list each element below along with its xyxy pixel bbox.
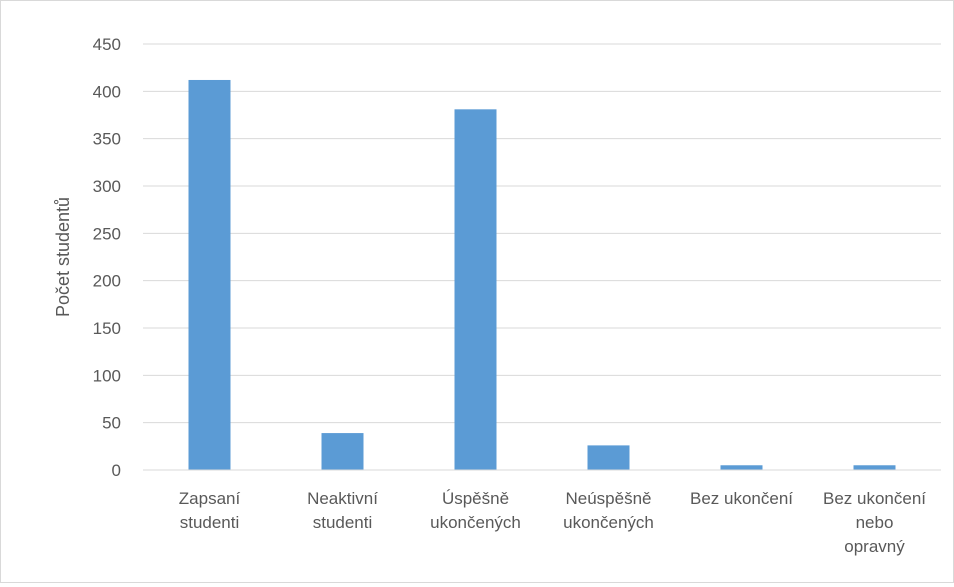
y-tick-label: 400 <box>93 82 121 101</box>
x-tick-label: Zapsaní studenti <box>179 489 241 532</box>
x-axis-tick-labels: Zapsaní studenti Neaktivní studenti Úspěšně u… <box>179 489 927 556</box>
x-tick-label: Bez ukončení nebo opravný <box>823 489 926 556</box>
y-tick-label: 450 <box>93 35 121 54</box>
x-tick-label: Neúspěšně ukončených <box>563 489 654 532</box>
y-axis-tick-labels: 0 50 100 150 200 250 300 350 400 450 <box>93 35 121 480</box>
bar <box>321 433 364 470</box>
x-tick-label: Úspěšně ukončených <box>430 489 521 532</box>
bar <box>720 465 763 470</box>
y-tick-label: 200 <box>93 272 121 291</box>
y-tick-label: 250 <box>93 224 121 243</box>
y-tick-label: 150 <box>93 319 121 338</box>
y-tick-label: 50 <box>102 414 121 433</box>
x-tick-label: Bez ukončení <box>690 489 793 508</box>
y-axis-label: Počet studentů <box>53 197 73 317</box>
y-tick-label: 300 <box>93 177 121 196</box>
bar <box>587 445 630 470</box>
y-tick-label: 0 <box>112 461 121 480</box>
y-tick-label: 100 <box>93 366 121 385</box>
bar <box>853 465 896 470</box>
bar <box>188 79 231 471</box>
y-tick-label: 350 <box>93 130 121 149</box>
x-tick-label: Neaktivní studenti <box>307 489 378 532</box>
gridlines <box>143 43 941 424</box>
bars <box>188 79 896 471</box>
bar <box>454 109 497 470</box>
